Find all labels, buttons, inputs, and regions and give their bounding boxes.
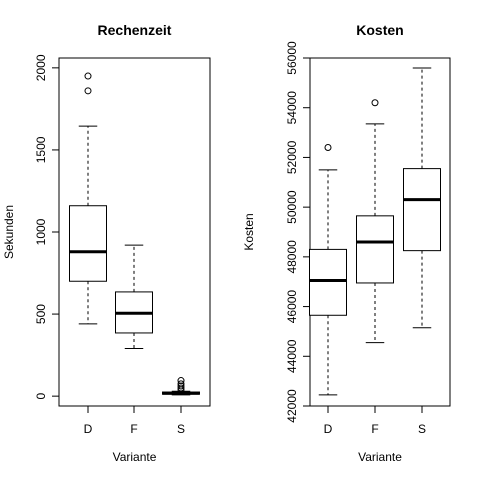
x-tick-label: D [324,422,333,436]
iqr-box [403,168,441,252]
box-F [356,99,394,344]
y-axis: 42000 44000 46000 48000 50000 52000 54000 56000 [285,41,311,423]
box-F [115,244,153,350]
outlier-point [84,87,92,95]
y-tick-label: 500 [34,304,48,324]
iqr-box [356,215,394,284]
outlier-point [84,72,92,80]
y-tick-label: 2000 [34,54,48,81]
y-tick-label: 46000 [285,290,299,324]
chart-title: Kosten [356,22,403,38]
box-D [69,72,107,325]
x-tick-label: S [177,422,185,436]
box-S [403,67,441,329]
y-tick-label: 50000 [285,190,299,224]
outlier-point [324,143,332,151]
box-S [162,377,200,396]
y-tick-label: 1500 [34,136,48,163]
x-tick-label: S [418,422,426,436]
chart-title: Rechenzeit [98,22,172,38]
panel-kosten: Kosten Variante Kosten 42000 44000 46000 48… [242,22,451,464]
y-tick-label: 52000 [285,140,299,174]
x-axis-label: Variante [358,450,402,464]
y-tick-label: 0 [34,392,48,399]
y-tick-label: 1000 [34,218,48,245]
outlier-point [177,384,185,392]
outlier-point [177,382,185,390]
outlier-point [371,99,379,107]
y-axis-label: Kosten [242,213,256,250]
y-tick-label: 56000 [285,41,299,75]
y-axis-label: Sekunden [2,205,16,259]
x-tick-label: D [84,422,93,436]
iqr-box [309,248,347,316]
x-tick-label: F [371,422,378,436]
y-axis: 0 500 1000 1500 2000 [34,54,60,399]
y-tick-label: 42000 [285,389,299,423]
x-axis-label: Variante [113,450,157,464]
outlier-point [177,380,185,388]
iqr-box [69,205,107,282]
y-tick-label: 44000 [285,339,299,373]
y-tick-label: 48000 [285,240,299,274]
y-tick-label: 54000 [285,91,299,125]
panel-rechenzeit: Rechenzeit Variante Sekunden 0 500 1000 150… [2,22,211,464]
outlier-point [177,377,185,385]
x-tick-label: F [130,422,137,436]
box-D [309,143,347,396]
